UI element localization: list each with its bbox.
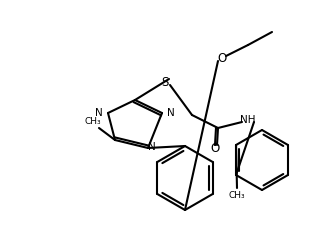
Text: CH₃: CH₃ xyxy=(229,190,245,200)
Text: O: O xyxy=(218,52,227,64)
Text: O: O xyxy=(211,142,220,154)
Text: S: S xyxy=(161,76,169,88)
Text: N: N xyxy=(95,108,103,118)
Text: N: N xyxy=(148,142,156,152)
Text: N: N xyxy=(167,108,175,118)
Text: NH: NH xyxy=(240,115,256,125)
Text: CH₃: CH₃ xyxy=(85,116,101,126)
